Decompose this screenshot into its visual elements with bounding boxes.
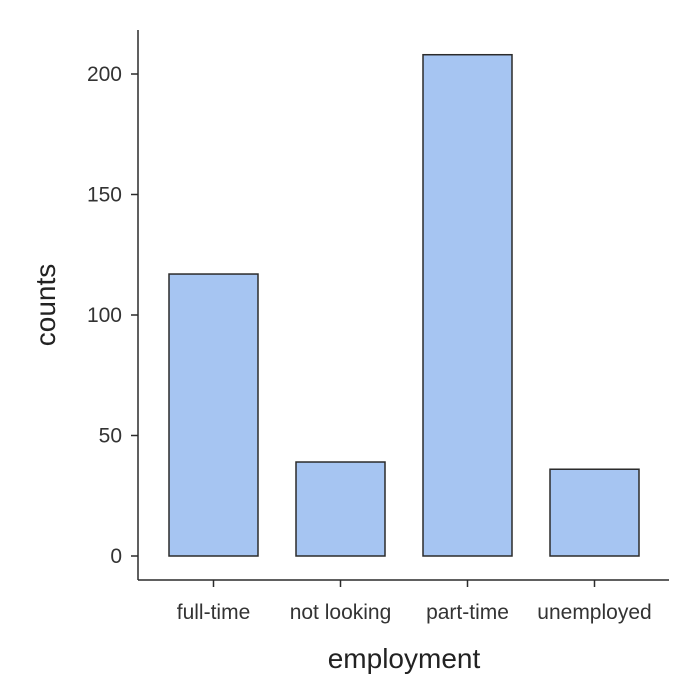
x-tick-label: unemployed — [537, 601, 651, 624]
y-tick-label: 100 — [87, 304, 122, 327]
bar-full-time — [168, 273, 259, 557]
y-axis-title: counts — [30, 264, 61, 347]
bar-unemployed — [549, 468, 640, 557]
y-tick-label: 0 — [110, 545, 122, 568]
y-tick-label: 200 — [87, 63, 122, 86]
x-axis: full-time not looking part-time unemployed — [138, 579, 669, 624]
bar-part-time — [422, 53, 513, 557]
y-tick-label: 150 — [87, 184, 122, 207]
bar-not-looking — [295, 461, 386, 557]
x-tick-label: full-time — [177, 601, 251, 624]
x-axis-title: employment — [328, 643, 481, 674]
x-tick-label: not looking — [290, 601, 392, 624]
bars-group — [168, 53, 640, 557]
y-tick-label: 50 — [99, 425, 122, 448]
x-tick-label: part-time — [426, 601, 509, 624]
y-axis: 0 50 100 150 200 — [87, 30, 139, 580]
